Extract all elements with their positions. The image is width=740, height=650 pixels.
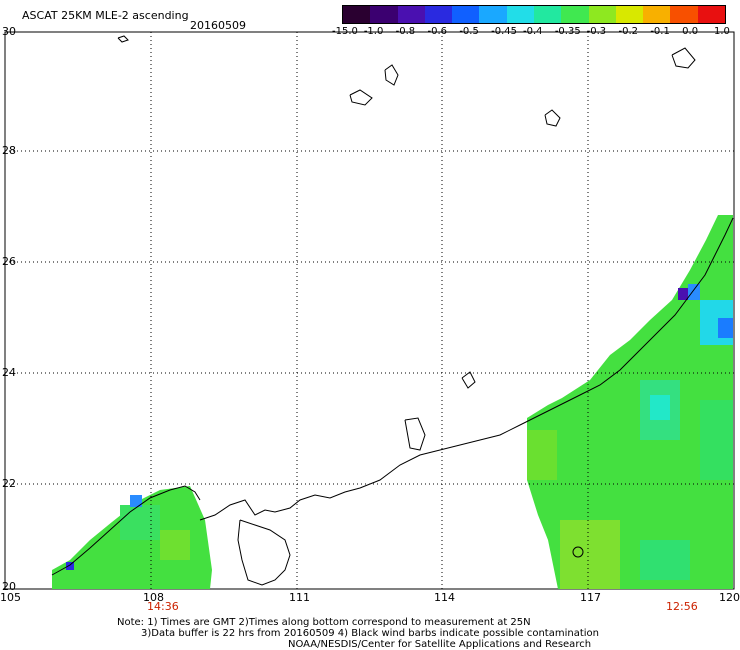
x-tick-117: 117 — [580, 591, 601, 604]
colorbar-swatch — [533, 6, 562, 23]
colorbar-label: -0.1 — [650, 26, 670, 37]
colorbar-swatch — [697, 6, 725, 23]
x-tick-108: 108 — [143, 591, 164, 604]
colorbar-swatch — [479, 6, 507, 23]
west-data-swath — [52, 486, 212, 589]
colorbar-swatch — [370, 6, 398, 23]
colorbar-swatch — [506, 6, 534, 23]
colorbar-label: -0.8 — [395, 26, 416, 37]
colorbar-swatch — [643, 6, 671, 23]
x-tick-120: 120 — [719, 591, 740, 604]
y-tick-28: 28 — [2, 144, 16, 157]
time-left: 14:36 — [147, 600, 179, 613]
time-right: 12:56 — [666, 600, 698, 613]
colorbar-label: -0.2 — [618, 26, 639, 37]
colorbar-swatch — [343, 6, 371, 23]
colorbar-label: 1.0 — [714, 26, 730, 37]
colorbar-swatch — [424, 6, 453, 23]
high-value-pixel — [130, 495, 142, 507]
colorbar-swatch — [397, 6, 425, 23]
y-tick-30: 30 — [2, 25, 16, 38]
coastline — [51, 35, 734, 586]
colorbar-swatch — [615, 6, 644, 23]
colorbar-label: -0.35 — [554, 26, 581, 37]
colorbar-swatch — [452, 6, 480, 23]
colorbar-swatch — [588, 6, 616, 23]
colorbar-label: -0.3 — [586, 26, 607, 37]
colorbar — [342, 5, 726, 24]
colorbar-label: -0.4 — [523, 26, 543, 37]
colorbar-label: -15.0 — [332, 26, 358, 37]
colorbar-label: -0.45 — [491, 26, 518, 37]
y-tick-26: 26 — [2, 255, 16, 268]
note-line-2: 3)Data buffer is 22 hrs from 20160509 4)… — [141, 628, 599, 639]
y-tick-24: 24 — [2, 366, 16, 379]
x-tick-111: 111 — [289, 591, 310, 604]
colorbar-label: -0.5 — [459, 26, 479, 37]
colorbar-swatch — [670, 6, 698, 23]
y-tick-20: 20 — [2, 580, 16, 593]
east-data-swath — [527, 215, 733, 589]
y-tick-22: 22 — [2, 477, 16, 490]
note-line-3: NOAA/NESDIS/Center for Satellite Applica… — [288, 639, 592, 650]
x-tick-105: 105 — [0, 591, 21, 604]
note-line-1: Note: 1) Times are GMT 2)Times along bot… — [117, 617, 531, 628]
x-tick-114: 114 — [434, 591, 455, 604]
colorbar-label: -0.6 — [427, 26, 448, 37]
colorbar-swatch — [561, 6, 589, 23]
chart-title: ASCAT 25KM MLE-2 ascending — [22, 9, 189, 22]
chart-date: 20160509 — [190, 19, 246, 32]
colorbar-label: -1.0 — [363, 26, 384, 37]
colorbar-label: 0.0 — [682, 26, 699, 37]
